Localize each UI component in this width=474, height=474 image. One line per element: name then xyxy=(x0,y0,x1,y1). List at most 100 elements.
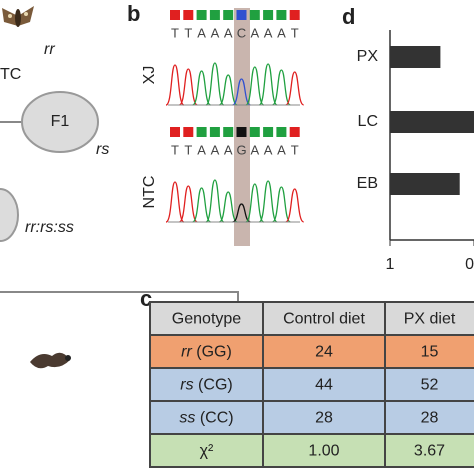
ratio-label: rr:rs:ss xyxy=(25,219,74,236)
data-cell: 15 xyxy=(421,344,439,361)
cell xyxy=(384,433,474,468)
peak xyxy=(245,66,265,106)
base-call xyxy=(263,10,274,20)
allele: χ² xyxy=(200,443,214,460)
base-letter: T xyxy=(171,25,179,40)
allele: rs xyxy=(180,377,193,394)
data-cell: 28 xyxy=(315,410,333,427)
cell xyxy=(384,400,474,435)
base-letter: A xyxy=(264,142,273,157)
peak xyxy=(205,179,225,223)
peak xyxy=(178,68,198,106)
base: (GG) xyxy=(192,344,232,361)
bar xyxy=(390,111,474,133)
base-letter: A xyxy=(250,142,259,157)
base-letter: T xyxy=(171,142,179,157)
cell xyxy=(384,334,474,369)
larva xyxy=(30,352,71,369)
peak xyxy=(271,69,292,106)
tick-label: 1 xyxy=(386,256,395,273)
header-cell: Control diet xyxy=(283,311,365,328)
base-letter: A xyxy=(224,142,233,157)
allele: ss xyxy=(179,410,195,427)
data-cell: 1.00 xyxy=(308,443,339,460)
peak xyxy=(218,191,238,223)
peak xyxy=(232,203,251,223)
bar xyxy=(390,46,441,68)
peak xyxy=(285,71,305,106)
f1-label: F1 xyxy=(51,113,70,130)
cell xyxy=(262,400,386,435)
base-call xyxy=(276,127,287,137)
base-call xyxy=(289,127,300,137)
genotype-cell: χ² xyxy=(200,443,214,460)
parent-genotype: rr xyxy=(44,41,55,58)
peak xyxy=(285,188,305,223)
base-letter: A xyxy=(277,25,286,40)
base-call xyxy=(196,127,207,137)
genotype-cell: rs (CG) xyxy=(180,377,232,394)
peak xyxy=(218,74,238,106)
base-letter: A xyxy=(264,25,273,40)
peak xyxy=(205,62,225,106)
panel-label: d xyxy=(342,4,355,29)
base-letter: C xyxy=(237,25,246,40)
base-letter: A xyxy=(211,142,220,157)
base-letter: A xyxy=(277,142,286,157)
base-letter: A xyxy=(211,25,220,40)
base-call xyxy=(170,127,180,137)
category-label: PX xyxy=(357,48,379,65)
panel-label: b xyxy=(127,1,140,26)
base-call xyxy=(223,10,234,20)
peak xyxy=(258,63,278,106)
category-label: EB xyxy=(357,175,378,192)
data-cell: 52 xyxy=(421,377,439,394)
base-call xyxy=(223,127,234,137)
base-letter: A xyxy=(250,25,259,40)
base-call xyxy=(236,10,247,20)
peak xyxy=(192,70,211,106)
table: Genotype Control diet PX diet rr (GG) 24 15 rs… xyxy=(149,301,474,468)
cell xyxy=(384,301,474,336)
base-call xyxy=(196,10,207,20)
base-call xyxy=(249,127,260,137)
tick-label: 0 xyxy=(465,256,474,273)
header-cell: PX diet xyxy=(404,311,456,328)
peak xyxy=(232,78,251,106)
peak xyxy=(165,64,185,106)
base: (CC) xyxy=(195,410,233,427)
base-letter: A xyxy=(197,25,206,40)
bar-chart: PX LC EB 1 0 xyxy=(357,46,474,273)
base-letter: T xyxy=(184,142,192,157)
peak xyxy=(258,180,278,223)
f1-genotype: rs xyxy=(96,141,109,158)
base-letter: T xyxy=(291,25,299,40)
cell xyxy=(149,367,264,402)
base-letter: T xyxy=(291,142,299,157)
base-call xyxy=(209,127,220,137)
data-cell: 44 xyxy=(315,377,333,394)
base-letter: G xyxy=(236,142,246,157)
base-call xyxy=(209,10,220,20)
base-call xyxy=(183,127,194,137)
f1-node xyxy=(21,91,99,153)
bar xyxy=(390,173,460,195)
category-label: LC xyxy=(358,113,378,130)
genotype-cell: rr (GG) xyxy=(181,344,232,361)
genotype-cell: ss (CC) xyxy=(179,410,233,427)
base-call xyxy=(236,127,247,137)
allele: rr xyxy=(181,344,192,361)
moth xyxy=(2,6,34,27)
base-letter: A xyxy=(224,25,233,40)
parent-label: TC xyxy=(0,66,21,83)
peak xyxy=(178,185,198,223)
data-cell: 3.67 xyxy=(414,443,445,460)
base-call xyxy=(249,10,260,20)
peak xyxy=(245,183,265,223)
peak xyxy=(165,181,185,223)
base-call xyxy=(170,10,180,20)
base-letter: A xyxy=(197,142,206,157)
base-call xyxy=(263,127,274,137)
